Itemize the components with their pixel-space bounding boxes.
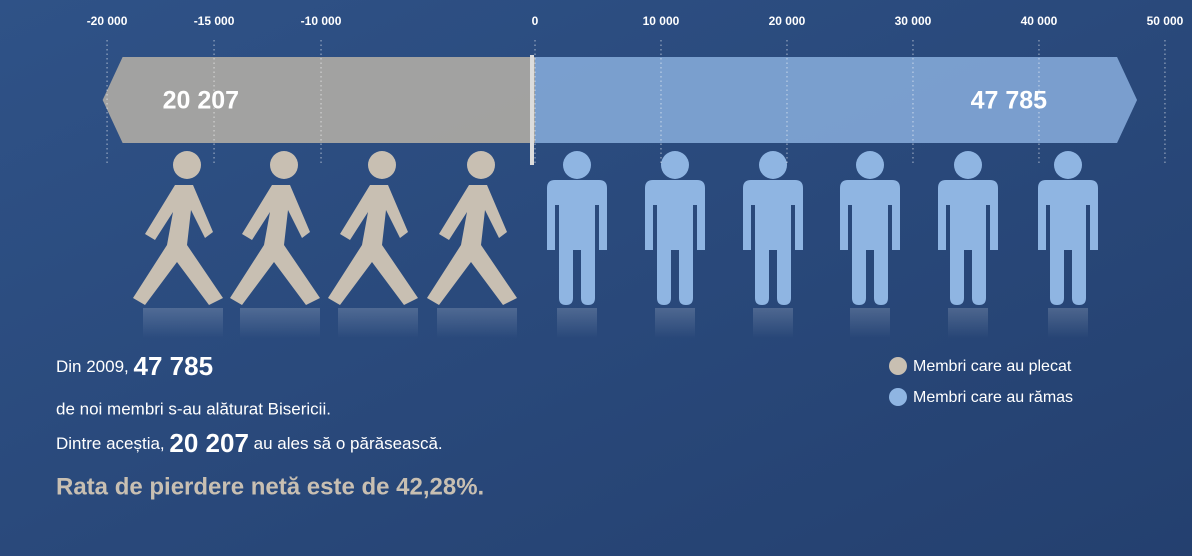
person-head xyxy=(173,151,201,179)
value-label: 20 207 xyxy=(163,87,239,115)
chart: 20 207 -20 000 -15 000 -10 000 47 785 0 10 000… xyxy=(87,14,1184,165)
person-head xyxy=(467,151,495,179)
person-reflection xyxy=(143,308,223,338)
text-number: 47 785 xyxy=(134,351,214,381)
person-walking xyxy=(427,185,517,305)
text-span: Din 2009, xyxy=(56,357,134,376)
person-standing xyxy=(547,180,607,305)
legend-label: Membri care au plecat xyxy=(913,358,1072,375)
person-head xyxy=(563,151,591,179)
text-line: de noi membri s-au alăturat Bisericii. xyxy=(56,399,331,418)
value-label: 47 785 xyxy=(971,87,1048,115)
bar xyxy=(102,57,536,143)
person-head xyxy=(661,151,689,179)
text-span: Dintre aceștia, xyxy=(56,434,169,453)
person-walking xyxy=(328,185,418,305)
person-reflection xyxy=(338,308,418,338)
text-line: Din 2009, 47 785 xyxy=(56,351,213,381)
person-head xyxy=(856,151,884,179)
person-reflection xyxy=(948,308,988,338)
people-icons xyxy=(133,151,1098,338)
x-tick-label: 0 xyxy=(532,14,539,28)
person-reflection xyxy=(753,308,793,338)
person-standing xyxy=(1038,180,1098,305)
person-head xyxy=(954,151,982,179)
bar xyxy=(535,57,1138,143)
x-tick-label: 20 000 xyxy=(769,14,806,28)
person-head xyxy=(368,151,396,179)
legend-swatch xyxy=(889,357,907,375)
text-headline: Rata de pierdere netă este de 42,28%. xyxy=(56,473,484,500)
x-tick-label: -10 000 xyxy=(301,14,342,28)
person-standing xyxy=(743,180,803,305)
person-head xyxy=(270,151,298,179)
person-head xyxy=(1054,151,1082,179)
x-tick-label: -15 000 xyxy=(194,14,235,28)
text-number: 20 207 xyxy=(169,428,249,458)
person-head xyxy=(759,151,787,179)
person-reflection xyxy=(437,308,517,338)
person-standing xyxy=(840,180,900,305)
text-line: Dintre aceștia, 20 207 au ales să o pără… xyxy=(56,428,443,458)
person-walking xyxy=(230,185,320,305)
text-span: au ales să o părăsească. xyxy=(249,434,443,453)
person-standing xyxy=(938,180,998,305)
x-tick-label: 10 000 xyxy=(643,14,680,28)
legend-swatch xyxy=(889,388,907,406)
x-tick-label: -20 000 xyxy=(87,14,128,28)
person-walking xyxy=(133,185,223,305)
person-reflection xyxy=(557,308,597,338)
x-tick-label: 40 000 xyxy=(1021,14,1058,28)
person-reflection xyxy=(850,308,890,338)
x-tick-label: 50 000 xyxy=(1147,14,1184,28)
person-reflection xyxy=(1048,308,1088,338)
person-reflection xyxy=(655,308,695,338)
person-reflection xyxy=(240,308,320,338)
x-tick-label: 30 000 xyxy=(895,14,932,28)
legend-label: Membri care au rămas xyxy=(913,389,1073,406)
person-standing xyxy=(645,180,705,305)
